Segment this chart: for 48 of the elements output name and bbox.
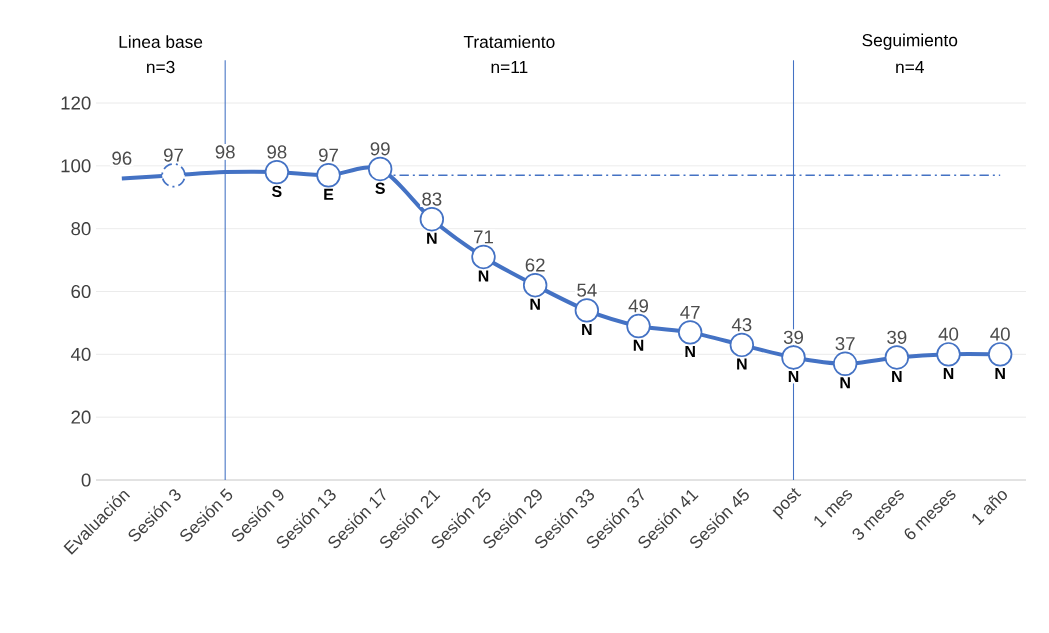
annotation: N	[892, 371, 902, 383]
data-label: 97	[319, 148, 338, 162]
data-label: 71	[474, 230, 493, 244]
text: Tratamiento	[463, 35, 555, 49]
data-label: 40	[938, 327, 959, 341]
data-label: 43	[731, 318, 752, 332]
annotation: N	[582, 323, 592, 335]
data-label: 39	[887, 330, 907, 344]
data-label: 47	[680, 305, 700, 319]
x-tick-label: 1 año	[972, 490, 1007, 526]
text: n=11	[491, 61, 528, 73]
text: n=4	[896, 61, 924, 73]
x-tick-label: 1 mes	[814, 490, 853, 528]
data-label: 62	[525, 258, 545, 272]
y-tick-label: 100	[61, 159, 91, 173]
data-label: 37	[835, 336, 855, 351]
annotation: N	[427, 232, 437, 244]
data-label: 39	[783, 330, 803, 344]
y-tick-label: 60	[71, 284, 91, 299]
annotation: N	[530, 298, 540, 310]
text: n=3	[147, 60, 175, 74]
data-label: 40	[990, 327, 1010, 341]
annotation: N	[478, 270, 489, 282]
annotation: S	[375, 182, 385, 194]
y-tick-label: 80	[71, 222, 91, 236]
data-label: 83	[422, 192, 442, 206]
data-label: 98	[215, 145, 235, 159]
y-tick-label: 20	[71, 410, 91, 424]
data-label: 96	[112, 151, 132, 165]
data-label: 54	[577, 283, 597, 297]
annotation: S	[271, 185, 282, 198]
annotation: N	[737, 358, 747, 370]
data-label: 49	[628, 299, 648, 313]
data-label: 97	[164, 148, 183, 162]
data-label: 98	[267, 145, 287, 159]
y-tick-label: 40	[70, 347, 91, 361]
annotation: N	[840, 377, 850, 389]
text: Linea base	[119, 35, 203, 49]
annotation: N	[788, 371, 799, 383]
annotation: N	[685, 345, 695, 357]
y-tick-label: 0	[81, 473, 91, 487]
annotation: N	[943, 367, 954, 379]
annotation: N	[633, 339, 644, 351]
annotation: E	[324, 188, 334, 200]
annotation: N	[995, 367, 1005, 379]
y-tick-label: 120	[61, 96, 91, 110]
data-label: 99	[370, 142, 390, 156]
text: Seguimiento	[862, 33, 958, 50]
